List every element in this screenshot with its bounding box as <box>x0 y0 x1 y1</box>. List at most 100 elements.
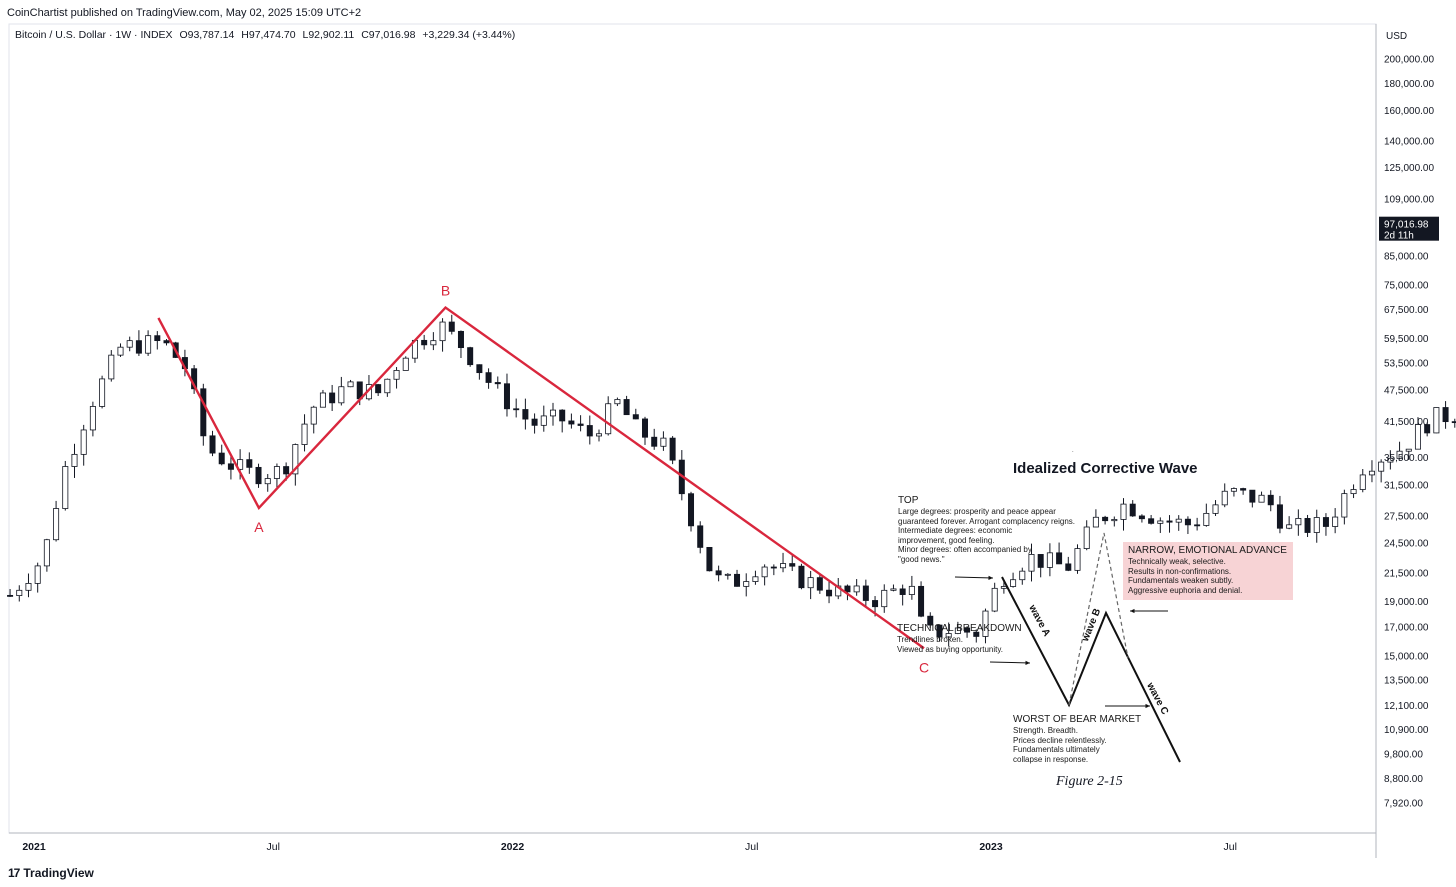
candle-body <box>135 340 142 354</box>
candle-body <box>1074 548 1081 571</box>
y-tick-label: 21,500.00 <box>1384 568 1429 579</box>
candle-body <box>807 577 814 589</box>
worst-arrow-head <box>1145 703 1150 709</box>
candle-body <box>1166 520 1173 523</box>
candle-body <box>218 452 225 465</box>
candle-body <box>25 582 32 591</box>
wave-b-label: wave B <box>1080 607 1103 644</box>
y-tick-label: 10,900.00 <box>1384 725 1429 736</box>
y-tick-label: 8,800.00 <box>1384 774 1423 785</box>
y-tick-label: 12,100.00 <box>1384 701 1429 712</box>
candle-body <box>1433 407 1440 434</box>
candle-body <box>1092 516 1099 528</box>
candle-body <box>1065 563 1072 571</box>
candle-body <box>283 466 290 475</box>
current-price-bg <box>1379 216 1439 241</box>
y-tick-label: 200,000.00 <box>1384 55 1434 66</box>
candle-body <box>734 573 741 587</box>
candle-body <box>393 370 400 380</box>
x-tick-label: 2023 <box>979 841 1003 853</box>
y-tick-label: 85,000.00 <box>1384 252 1429 263</box>
candle-body <box>651 436 658 447</box>
candle-body <box>292 444 299 475</box>
candle-body <box>1322 517 1329 527</box>
candle-body <box>1175 518 1182 523</box>
candle-body <box>384 378 391 394</box>
candle-body <box>614 399 621 405</box>
candle-body <box>43 539 50 567</box>
y-tick-label: 7,920.00 <box>1384 799 1423 810</box>
y-tick-label: 19,000.00 <box>1384 597 1429 608</box>
candle-body <box>503 383 510 410</box>
candle-body <box>439 321 446 342</box>
wave-label-B: B <box>441 283 450 299</box>
diagram-wave-path <box>1001 576 1181 763</box>
candle-body <box>918 585 925 617</box>
candle-body <box>936 624 943 638</box>
candle-body <box>1111 519 1118 522</box>
symbol-name[interactable]: Bitcoin / U.S. Dollar · 1W · INDEX <box>15 29 173 41</box>
candle-body <box>642 418 649 438</box>
candle-body <box>53 508 60 541</box>
narrow-line: Aggressive euphoria and denial. <box>1128 585 1243 595</box>
narrow-annotation: NARROW, EMOTIONAL ADVANCE Technically we… <box>1123 542 1293 598</box>
symbol-legend[interactable]: Bitcoin / U.S. Dollar · 1W · INDEX O93,7… <box>15 29 519 41</box>
breakdown-arrow-head <box>1025 660 1030 666</box>
top-annotation: TOP Large degrees: prosperity and peace … <box>898 495 1075 565</box>
candle-body <box>899 588 906 595</box>
candle-body <box>743 581 750 587</box>
narrow-line: Technically weak, selective. <box>1128 557 1226 566</box>
candle-body <box>715 570 722 576</box>
y-tick-label: 41,500.00 <box>1384 417 1429 428</box>
candle-body <box>1414 424 1421 450</box>
candle-body <box>163 340 170 344</box>
wave-line-cycle-2021-2022 <box>157 305 925 650</box>
brand-name: TradingView <box>23 866 94 880</box>
breakdown-line: Trendlines broken. <box>897 635 963 644</box>
x-tick-label: 2021 <box>22 841 46 853</box>
worst-heading: WORST OF BEAR MARKET <box>1013 714 1142 725</box>
candle-body <box>1258 494 1265 503</box>
candle-body <box>448 321 455 332</box>
candle-body <box>982 610 989 637</box>
candle-body <box>513 408 520 411</box>
candle-body <box>973 631 980 637</box>
candle-body <box>62 466 69 509</box>
candle-body <box>200 388 207 437</box>
candle-body <box>1286 524 1293 529</box>
candle-body <box>706 546 713 572</box>
worst-line: Prices decline relentlessly. <box>1013 735 1107 745</box>
candle-body <box>264 478 271 485</box>
candle-body <box>862 585 869 601</box>
top-line: Intermediate degrees: economic <box>898 526 1013 536</box>
candle-body <box>770 566 777 569</box>
candle-body <box>789 563 796 567</box>
candle-body <box>108 354 115 380</box>
y-tick-label: 125,000.00 <box>1384 163 1434 174</box>
candle-body <box>126 340 133 348</box>
narrow-advance-box: NARROW, EMOTIONAL ADVANCE Technically we… <box>1123 542 1293 600</box>
candle-body <box>1267 494 1274 506</box>
tradingview-brand[interactable]: 17 TradingView <box>8 866 94 880</box>
candle-body <box>1046 552 1053 568</box>
candle-body <box>826 589 833 597</box>
worst-line: collapse in response. <box>1013 754 1089 764</box>
candle-body <box>964 627 971 633</box>
candle-body <box>1102 516 1109 522</box>
candle-body <box>660 437 667 447</box>
worst-line: Fundamentals ultimately <box>1013 745 1100 755</box>
candle-body <box>559 409 566 422</box>
candle-body <box>531 418 538 426</box>
candle-body <box>7 594 14 597</box>
breakdown-line: Viewed as buying opportunity. <box>897 644 1003 654</box>
candle-body <box>71 453 78 467</box>
candle-body <box>1138 515 1145 520</box>
figure-title: Idealized Corrective Wave <box>1013 460 1198 477</box>
y-tick-label: 31,500.00 <box>1384 480 1429 491</box>
candle-body <box>522 409 529 420</box>
y-tick-label: 59,500.00 <box>1384 334 1429 345</box>
candle-body <box>540 415 547 426</box>
candle-body <box>1083 526 1090 549</box>
candle-body <box>1230 488 1237 492</box>
